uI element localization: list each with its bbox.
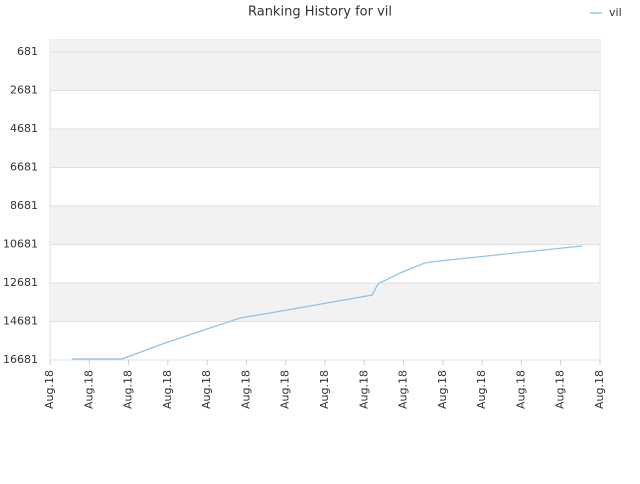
- line: [72, 245, 582, 360]
- x-tick-label: Aug.18: [82, 370, 95, 409]
- y-tick-label: 681: [17, 45, 38, 58]
- x-tick-label: Aug.18: [43, 370, 56, 409]
- y-tick-label: 10681: [3, 237, 38, 250]
- band: [50, 51, 600, 91]
- x-tick-label: Aug.18: [279, 370, 292, 409]
- band: [50, 205, 600, 245]
- chart-title: Ranking History for vil: [248, 5, 392, 20]
- band: [50, 282, 600, 322]
- y-tick-label: 12681: [3, 276, 38, 289]
- y-tick-label: 6681: [10, 160, 38, 173]
- x-tick-label: Aug.18: [436, 370, 449, 409]
- x-tick-label: Aug.18: [318, 370, 331, 409]
- y-tick-label: 8681: [10, 199, 38, 212]
- x-tick-label: Aug.18: [161, 370, 174, 409]
- y-tick-label: 2681: [10, 83, 38, 96]
- y-tick-label: 14681: [3, 314, 38, 327]
- x-tick-label: Aug.18: [554, 370, 567, 409]
- band: [50, 40, 600, 52]
- legend-label: vil: [609, 6, 622, 19]
- x-tick-label: Aug.18: [239, 370, 252, 409]
- x-tick-label: Aug.18: [122, 370, 135, 409]
- x-tick-label: Aug.18: [200, 370, 213, 409]
- x-tick-label: Aug.18: [357, 370, 370, 409]
- x-tick-label: Aug.18: [475, 370, 488, 409]
- x-tick-label: Aug.18: [397, 370, 410, 409]
- x-tick-label: Aug.18: [593, 370, 606, 409]
- y-tick-label: 4681: [10, 122, 38, 135]
- x-tick-label: Aug.18: [514, 370, 527, 409]
- band: [50, 128, 600, 168]
- y-tick-label: 16681: [3, 353, 38, 366]
